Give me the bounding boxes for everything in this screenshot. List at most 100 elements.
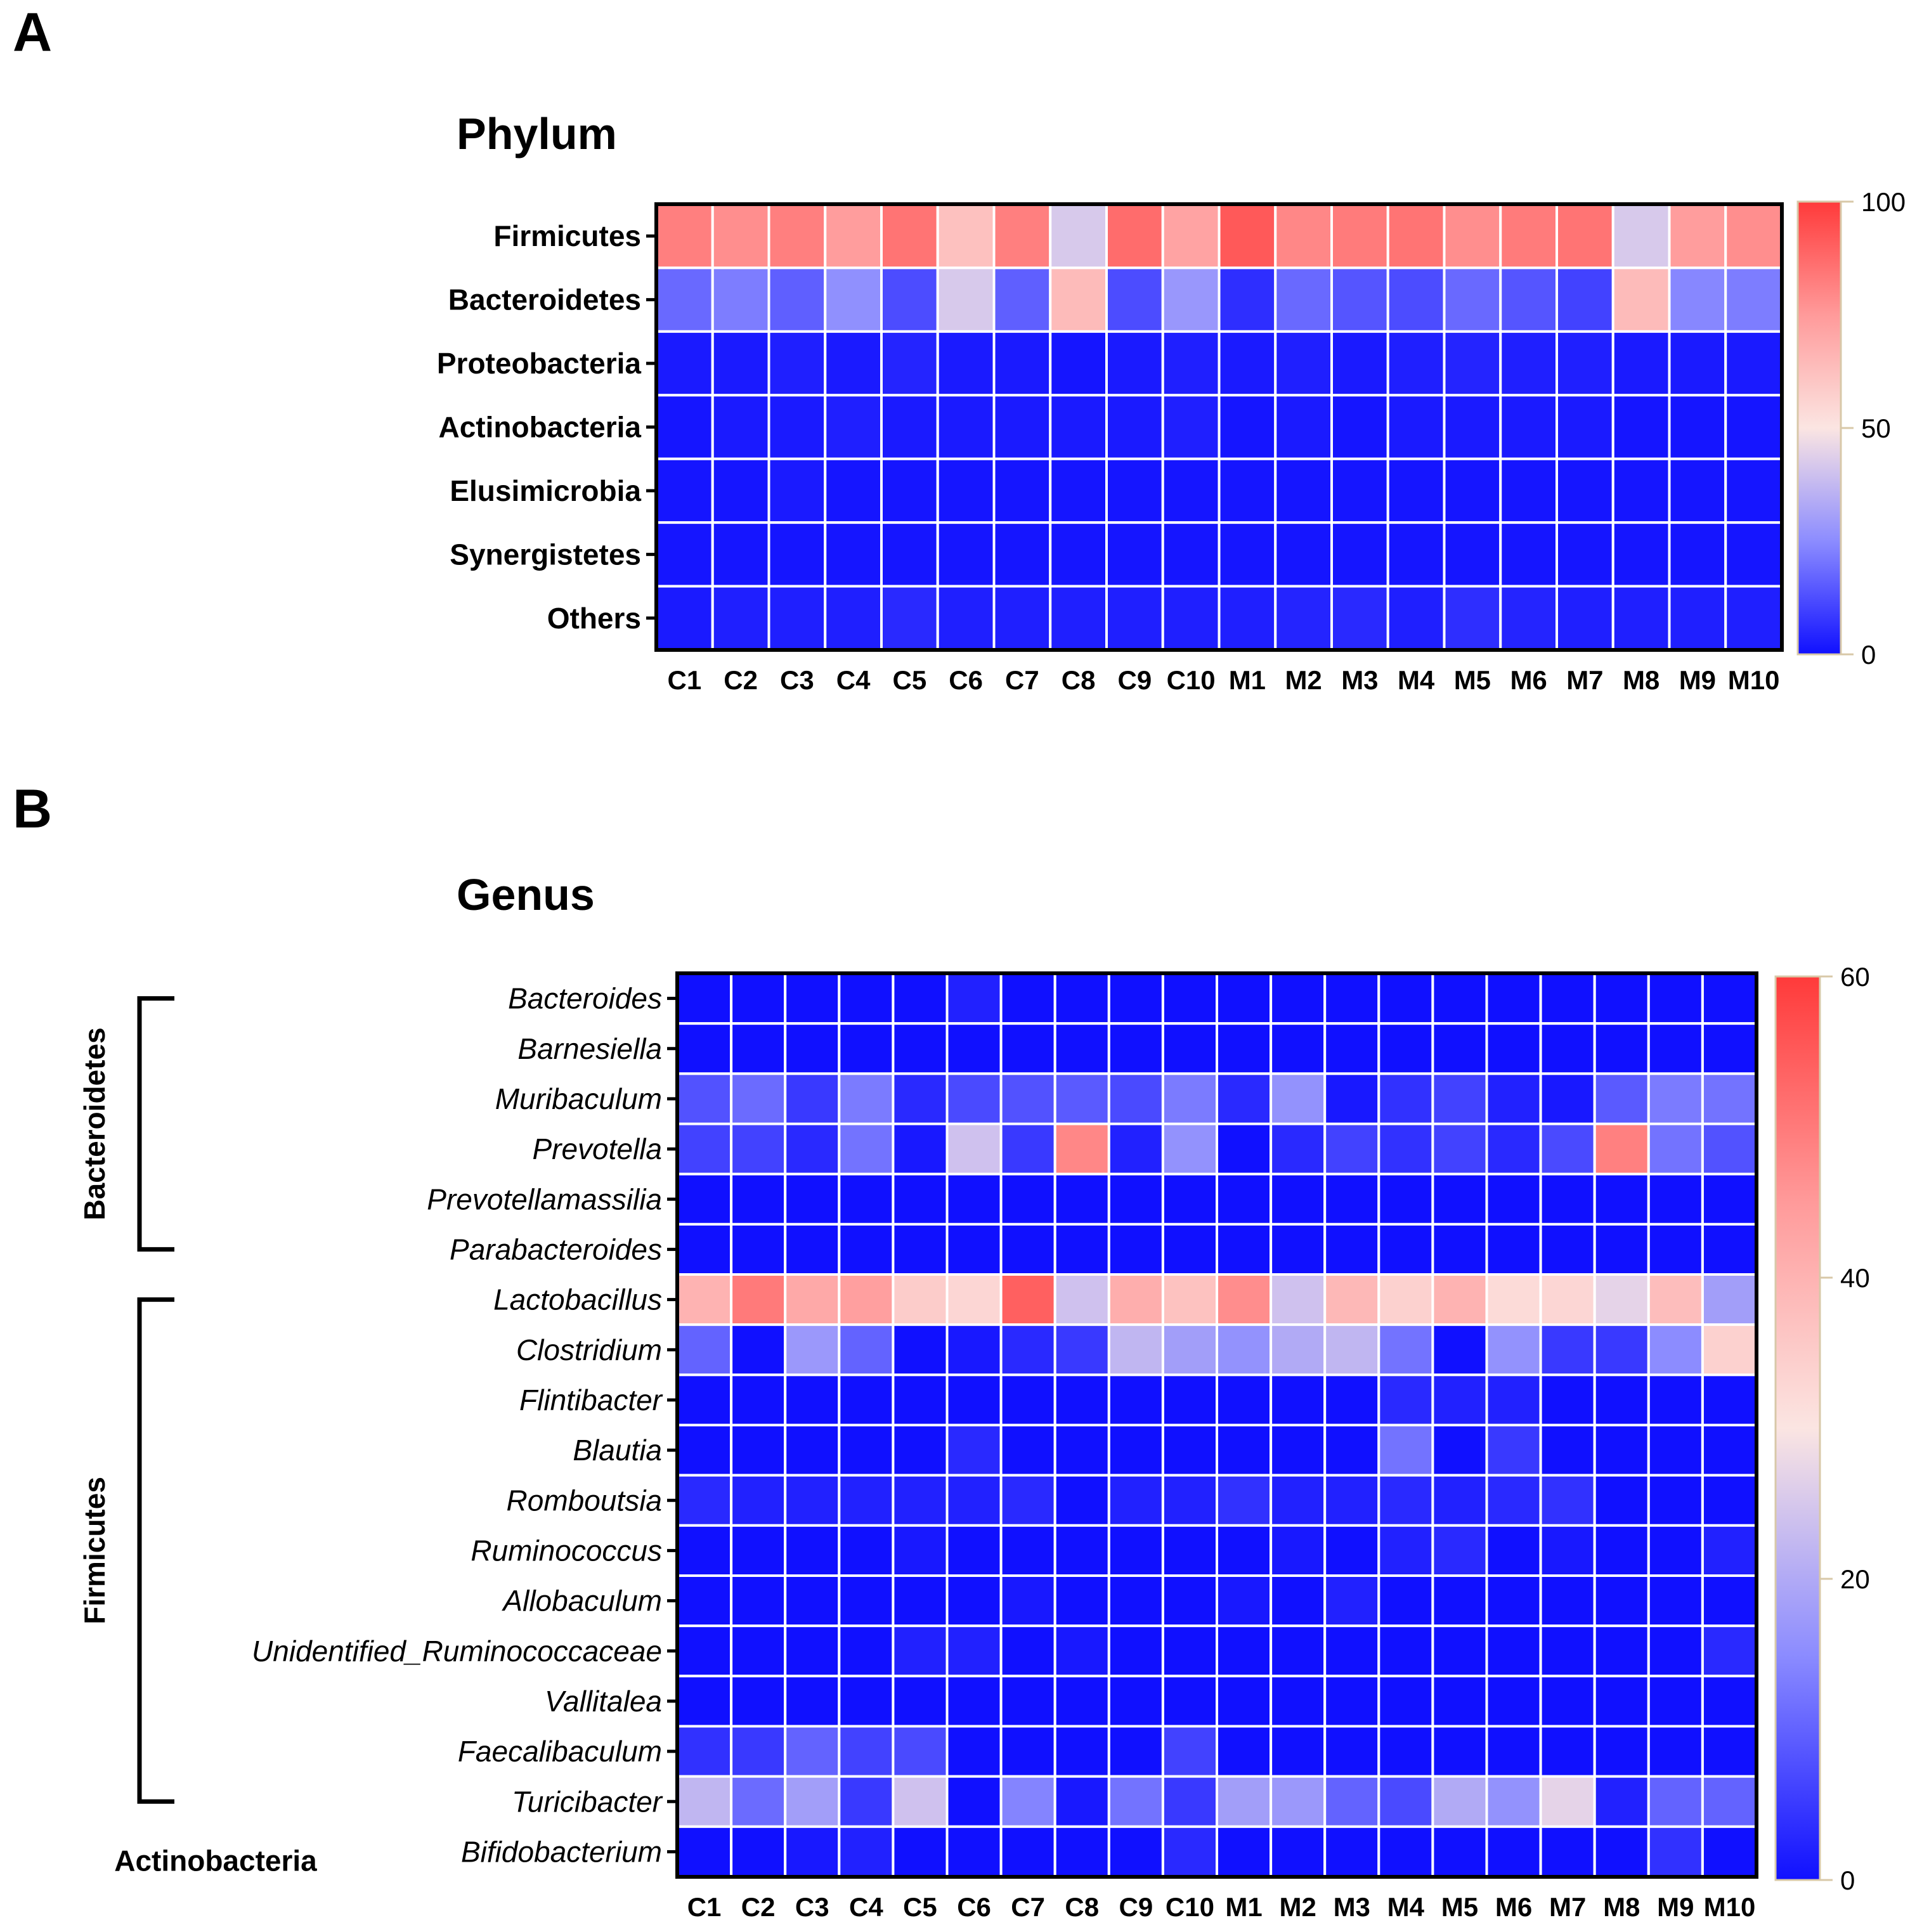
heatmap-cell (1107, 1423, 1164, 1477)
heatmap-cell (1724, 330, 1783, 397)
heatmap-cell (1593, 1072, 1650, 1125)
column-label: C5 (893, 665, 927, 695)
heatmap-cell (1274, 394, 1333, 460)
heatmap-cell (1053, 1022, 1110, 1075)
heatmap-cell (1647, 972, 1704, 1025)
row-label: Vallitalea (545, 1685, 662, 1718)
heatmap-cell (1701, 1725, 1758, 1778)
heatmap-cell (1431, 1624, 1488, 1678)
column-label: M5 (1441, 1892, 1478, 1922)
genus-panel: B Genus Bacteroides Barnesiella Muribaculu… (13, 779, 1870, 1922)
heatmap-cell (1053, 1624, 1110, 1678)
group-label: Actinobacteria (114, 1844, 317, 1877)
heatmap-cell (824, 521, 883, 588)
heatmap-cell (1053, 972, 1110, 1025)
heatmap-cell (784, 1624, 841, 1678)
heatmap-cell (1053, 1574, 1110, 1628)
heatmap-cell (838, 1775, 895, 1828)
heatmap-cell (1161, 1222, 1219, 1276)
heatmap-cell (1668, 521, 1727, 588)
heatmap-cell (1161, 394, 1221, 460)
heatmap-cell (1539, 1524, 1596, 1577)
heatmap-cell (838, 1474, 895, 1527)
heatmap-cell (1539, 1574, 1596, 1628)
heatmap-cell (676, 1474, 733, 1527)
heatmap-cell (1161, 972, 1219, 1025)
heatmap-cell (1556, 266, 1614, 333)
heatmap-cell (1161, 1825, 1219, 1878)
heatmap-cell (824, 585, 883, 651)
heatmap-cell (1539, 1825, 1596, 1878)
heatmap-cell (1216, 1725, 1273, 1778)
row-label: Actinobacteria (438, 411, 641, 444)
column-label: C9 (1118, 665, 1152, 695)
heatmap-cell (1323, 1675, 1380, 1728)
heatmap-cell (784, 1323, 841, 1377)
heatmap-cell (1218, 521, 1277, 588)
colorbar-tick-label: 40 (1840, 1263, 1870, 1293)
heatmap-cell (676, 1624, 733, 1678)
heatmap-cell (676, 1423, 733, 1477)
column-label: C8 (1062, 665, 1096, 695)
heatmap-cell (711, 394, 770, 460)
row-label: Bacteroidetes (448, 283, 641, 316)
heatmap-cell (892, 1524, 949, 1577)
column-label: M6 (1495, 1892, 1532, 1922)
heatmap-cell (1107, 1675, 1164, 1728)
group-label: Firmicutes (78, 1477, 111, 1624)
heatmap-cell (880, 394, 939, 460)
heatmap-cell (999, 1122, 1056, 1176)
heatmap-cell (1216, 1273, 1273, 1326)
row-label: Faecalibaculum (458, 1735, 662, 1768)
heatmap-cell (1539, 1222, 1596, 1276)
heatmap-cell (784, 1775, 841, 1828)
heatmap-cell (1377, 1273, 1434, 1326)
colorbar-tick-label: 100 (1861, 187, 1906, 217)
heatmap-cell (824, 266, 883, 333)
heatmap-cell (1431, 1022, 1488, 1075)
heatmap-cell (1105, 266, 1164, 333)
heatmap-cell (1216, 1172, 1273, 1226)
heatmap-cell (1377, 1172, 1434, 1226)
heatmap-cell (1485, 1273, 1542, 1326)
heatmap-cell (1216, 1022, 1273, 1075)
heatmap-cell (999, 1373, 1056, 1427)
heatmap-cell (1386, 585, 1446, 651)
heatmap-cell (1593, 1172, 1650, 1226)
heatmap-cell (1107, 1373, 1164, 1427)
heatmap-cell (1323, 1172, 1380, 1226)
heatmap-cell (676, 1675, 733, 1728)
heatmap-cell (1377, 1323, 1434, 1377)
heatmap-cell (730, 1775, 787, 1828)
column-label: M10 (1704, 1892, 1756, 1922)
row-label: Proteobacteria (437, 347, 642, 380)
row-label: Synergistetes (450, 538, 641, 571)
heatmap-cell (1105, 394, 1164, 460)
heatmap-cell (730, 1172, 787, 1226)
column-label: M10 (1728, 665, 1780, 695)
heatmap-cell (1485, 1474, 1542, 1527)
heatmap-cell (1107, 1273, 1164, 1326)
row-label: Others (547, 602, 641, 635)
heatmap-cell (1274, 521, 1333, 588)
column-label: C2 (724, 665, 758, 695)
heatmap-cell (676, 1775, 733, 1828)
heatmap-cell (1431, 1675, 1488, 1728)
heatmap-cell (784, 1072, 841, 1125)
heatmap-cell (1105, 330, 1164, 397)
heatmap-cell (1053, 1373, 1110, 1427)
heatmap-cell (784, 972, 841, 1025)
heatmap-cell (1724, 394, 1783, 460)
heatmap-cell (655, 585, 714, 651)
heatmap-cell (1593, 1273, 1650, 1326)
heatmap-cell (892, 1172, 949, 1226)
heatmap-cell (1216, 1775, 1273, 1828)
heatmap-cell (945, 1222, 1003, 1276)
heatmap-cell (1431, 1172, 1488, 1226)
column-label: C7 (1011, 1892, 1045, 1922)
row-label: Clostridium (516, 1333, 662, 1366)
heatmap-cell (1647, 1022, 1704, 1075)
group-bracket (137, 996, 174, 1252)
heatmap-cell (892, 1222, 949, 1276)
row-label: Romboutsia (507, 1484, 662, 1517)
